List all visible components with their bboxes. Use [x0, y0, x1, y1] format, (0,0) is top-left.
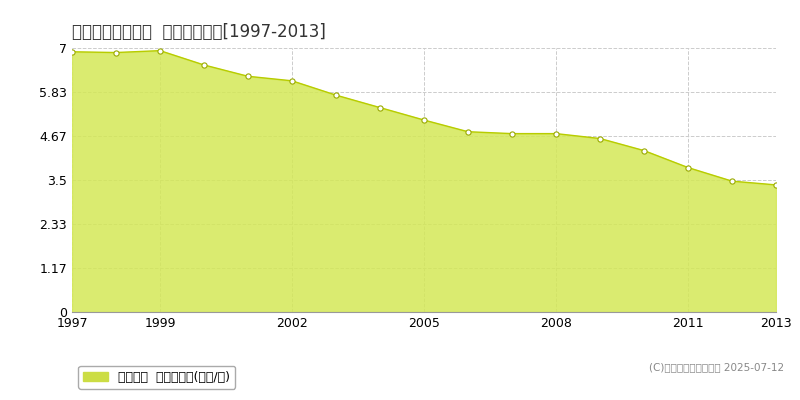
Point: [242, 73, 254, 80]
Text: (C)土地価格ドットコム 2025-07-12: (C)土地価格ドットコム 2025-07-12: [649, 362, 784, 372]
Point: [330, 92, 342, 98]
Legend: 基準地価  平均坪単価(万円/坪): 基準地価 平均坪単価(万円/坪): [78, 366, 235, 389]
Point: [110, 49, 122, 56]
Text: 札幌市豊平区西岡  基準地価推移[1997-2013]: 札幌市豊平区西岡 基準地価推移[1997-2013]: [72, 23, 326, 41]
Point: [462, 128, 474, 135]
Point: [66, 48, 78, 55]
Point: [198, 62, 210, 68]
Point: [154, 48, 166, 54]
Point: [374, 104, 386, 111]
Point: [682, 164, 694, 171]
Point: [506, 130, 518, 137]
Point: [418, 117, 430, 123]
Point: [770, 182, 782, 188]
Point: [286, 78, 298, 84]
Point: [638, 147, 650, 154]
Point: [594, 135, 606, 142]
Point: [726, 178, 738, 184]
Point: [550, 130, 562, 137]
